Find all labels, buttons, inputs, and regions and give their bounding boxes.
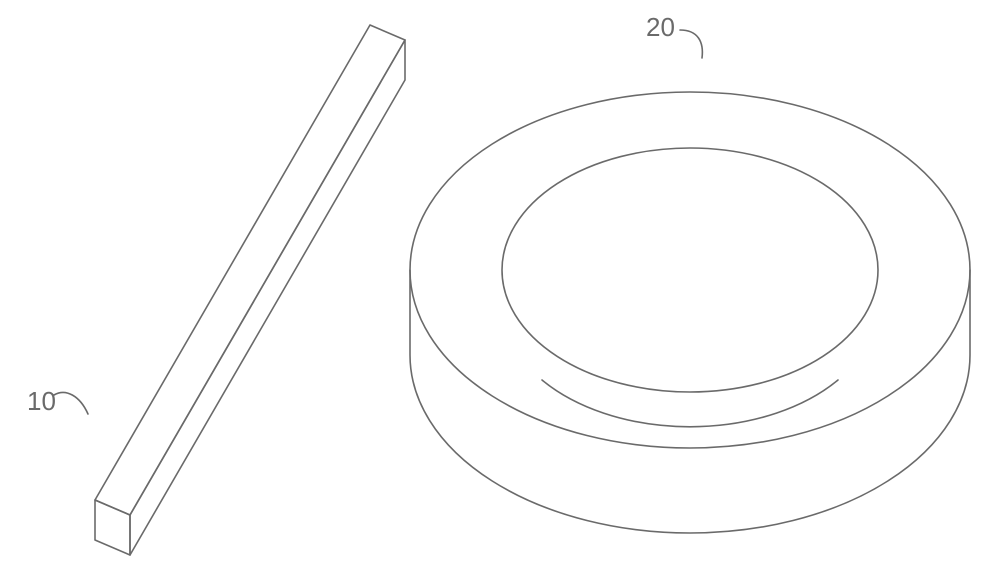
ring-top-inner xyxy=(502,148,878,392)
bar-side-face xyxy=(130,40,405,555)
bar-top-face xyxy=(95,25,405,515)
ring-bottom-inner xyxy=(542,380,838,427)
label-10: 10 xyxy=(27,386,56,416)
bar-front-face xyxy=(95,500,130,555)
ring-top-outer xyxy=(410,92,970,448)
part-ring-20 xyxy=(410,92,970,533)
part-bar-10 xyxy=(95,25,405,555)
patent-figure: 10 20 xyxy=(27,12,970,555)
label-20: 20 xyxy=(646,12,675,42)
ring-bottom-outer xyxy=(410,270,970,533)
labels: 10 20 xyxy=(27,12,675,416)
leader-10 xyxy=(54,392,88,414)
leader-20 xyxy=(680,30,702,58)
